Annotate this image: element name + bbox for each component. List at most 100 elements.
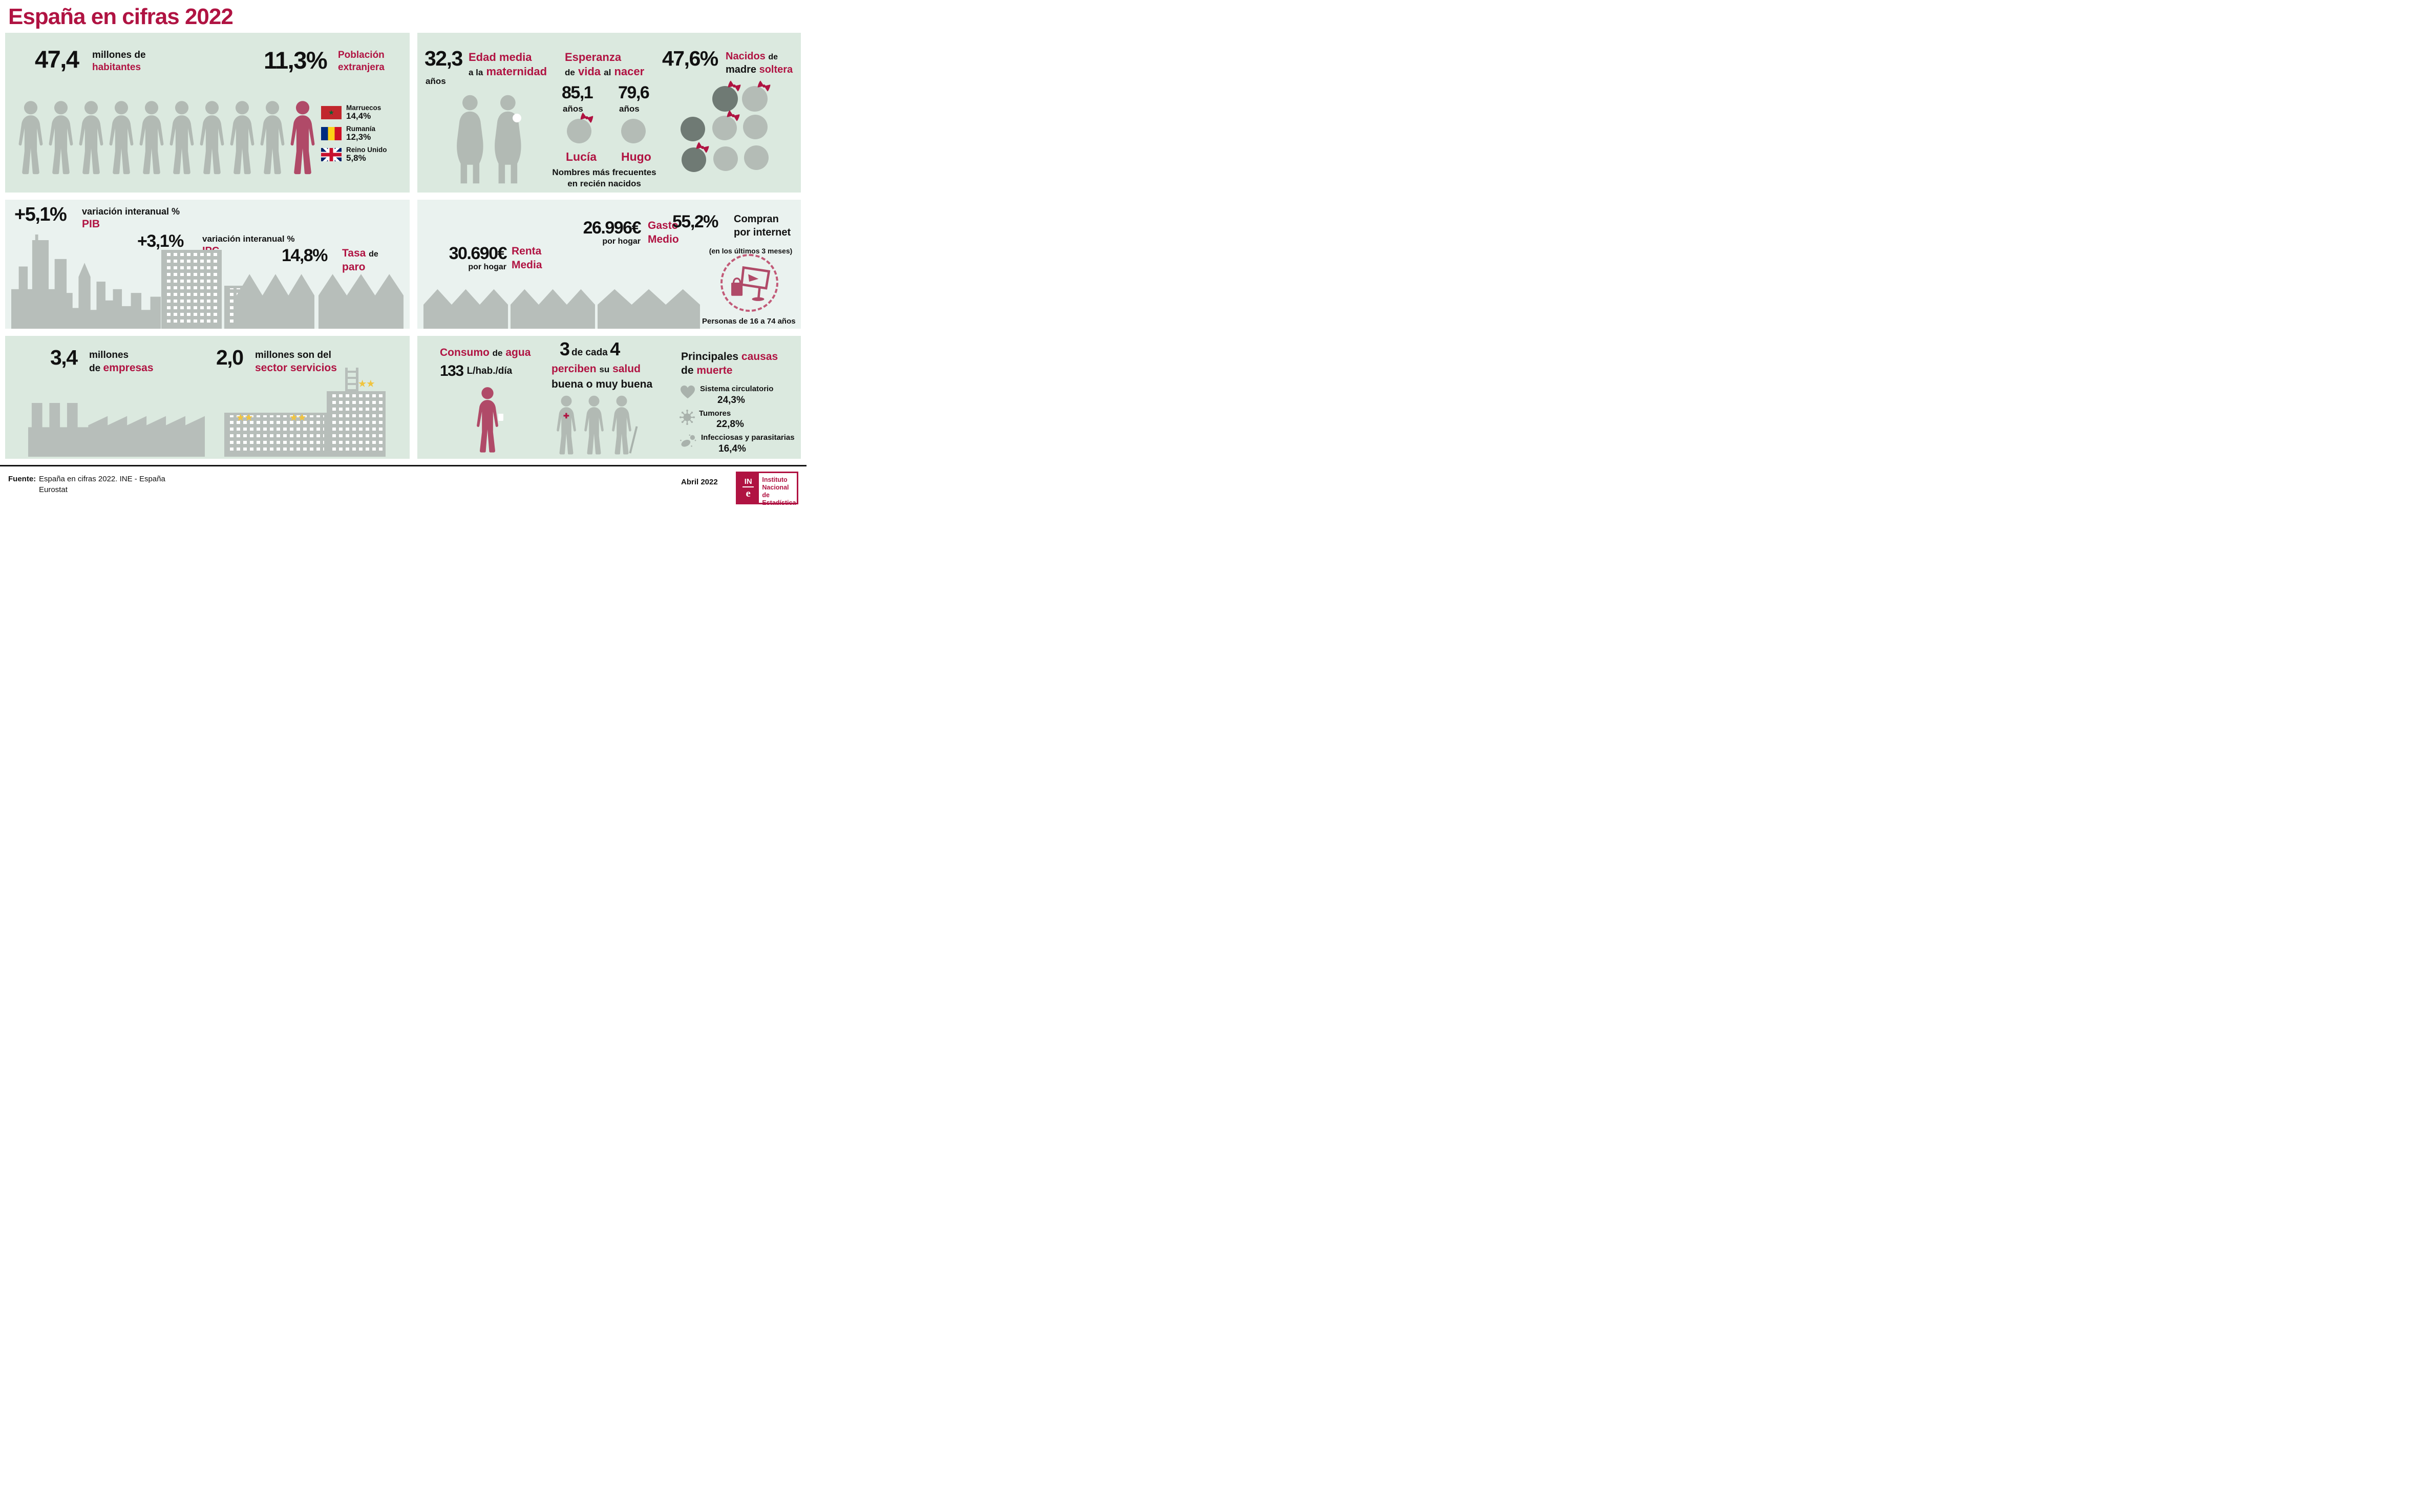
life-expectancy-heading: Esperanza de vida al nacer (565, 51, 645, 78)
internet-label: Compran por internet (734, 214, 791, 238)
baby-face-icon (712, 86, 738, 112)
panel-health: Consumo de agua 133 L/hab./día 3 de cada… (417, 336, 801, 459)
foreign-countries-legend: ★ Marruecos 14,4% Rumanía 12,3% Reino Un… (321, 104, 387, 167)
renta-sub: por hogar (468, 263, 506, 271)
frequent-names-note: Nombres más frecuentes en recién nacidos (552, 167, 656, 188)
gasto-label: Gasto Medio (648, 220, 679, 245)
cause-value: 22,8% (716, 419, 744, 430)
inhabitants-label: millones de habitantes (92, 50, 146, 73)
country-value: 12,3% (346, 132, 371, 142)
babies-cluster (673, 86, 776, 178)
person-icon (228, 93, 257, 184)
country-value: 5,8% (346, 153, 366, 163)
heart-icon (681, 385, 695, 399)
single-mother-value: 47,6% (662, 47, 718, 70)
foreign-person-icon (288, 93, 317, 184)
country-name: Reino Unido (346, 146, 387, 154)
ine-logo-mark: IN e (737, 473, 759, 503)
health-figures: ✚ (555, 395, 638, 459)
water-glass-icon (498, 414, 503, 421)
baby-face-icon (742, 86, 768, 112)
cause-row: Sistema circulatorio 24,3% (680, 385, 795, 406)
renta-stat: 30.690€ por hogar (423, 244, 507, 272)
panel-economy: +5,1% variación interanual % PIB +3,1% v… (5, 200, 410, 329)
uk-flag-icon (321, 148, 342, 162)
health-perception-line3: buena o muy buena (551, 378, 653, 390)
elderly-person-with-cane-icon (610, 395, 638, 459)
health-perception-values: 3 de cada 4 (560, 338, 620, 359)
internet-value: 55,2% (672, 212, 718, 231)
internet-footnote: Personas de 16 a 74 años (702, 317, 796, 326)
houses-icon (423, 289, 508, 329)
morocco-flag-icon: ★ (321, 106, 342, 119)
cause-row: Tumores 22,8% (680, 409, 795, 431)
country-row: ★ Marruecos 14,4% (321, 104, 387, 121)
page-header: España en cifras 2022 (0, 0, 807, 33)
cause-name: Infecciosas y parasitarias (701, 433, 795, 442)
hotel-stars-icon: ★★ (290, 413, 307, 422)
ine-logo-text: Instituto Nacional de Estadística (762, 476, 796, 506)
inhabitants-value: 47,4 (35, 46, 79, 73)
baby-face-icon (682, 147, 706, 172)
tower-building-icon (327, 391, 386, 457)
morocco-star-icon: ★ (328, 109, 334, 116)
baby-girl-face-icon (567, 119, 591, 143)
panel-business: 3,4 millones de empresas 2,0 millones so… (5, 336, 410, 459)
person-icon (47, 93, 75, 184)
online-shopping-icon (720, 254, 778, 312)
romania-flag-icon (321, 127, 342, 141)
country-row: Reino Unido 5,8% (321, 146, 387, 163)
life-expectancy-male-value: 79,6 (618, 83, 650, 102)
unemployment-label: Tasa de paro (342, 247, 378, 273)
renta-label: Renta Media (512, 245, 542, 271)
houses-icon (511, 289, 595, 329)
renta-value: 30.690€ (449, 244, 507, 263)
water-heading: Consumo de agua (440, 347, 531, 358)
baby-icon (513, 114, 521, 122)
country-row: Rumanía 12,3% (321, 125, 387, 142)
single-mother-label: Nacidos de madre soltera (726, 51, 793, 75)
person-icon (167, 93, 196, 184)
country-value: 14,4% (346, 111, 371, 121)
publication-date: Abril 2022 (681, 478, 718, 486)
elderly-person-icon (582, 395, 606, 457)
foreign-population-value: 11,3% (264, 47, 328, 74)
baby-face-icon (713, 146, 738, 171)
maternity-age-unit: años (426, 76, 446, 86)
virus-icon (680, 409, 695, 425)
person-icon (258, 93, 287, 184)
person-icon (137, 93, 166, 184)
panel-demography: 32,3 años Edad media a la maternidad Esp… (417, 33, 801, 193)
baby-face-icon (681, 117, 705, 141)
baby-face-icon (712, 116, 737, 140)
unemployment-value: 14,8% (282, 246, 328, 265)
pib-value: +5,1% (14, 204, 67, 225)
panel-household: 30.690€ por hogar Renta Media 26.996€ po… (417, 200, 801, 329)
ine-logo: IN e Instituto Nacional de Estadística (736, 472, 798, 506)
gasto-value: 26.996€ (583, 218, 642, 238)
doctor-icon: ✚ (555, 395, 578, 459)
gasto-sub: por hogar (602, 237, 641, 246)
tower-antenna-icon (345, 368, 358, 391)
mother-with-baby-icon (488, 93, 529, 192)
tower-stars-icon: ★★ (358, 379, 375, 389)
panel-population: 47,4 millones de habitantes 11,3% Poblac… (5, 33, 410, 193)
population-pictogram (16, 93, 317, 184)
page-title: España en cifras 2022 (8, 4, 234, 29)
hotel-building-icon (224, 413, 327, 457)
source-line2: Eurostat (39, 485, 68, 494)
death-causes-heading: Principales causas de muerte (681, 351, 778, 376)
factory-icon (28, 403, 205, 457)
country-name: Rumanía (346, 125, 376, 133)
person-icon (77, 93, 105, 184)
water-stat: 133 L/hab./día (440, 364, 512, 379)
companies-value: 3,4 (50, 346, 78, 369)
water-value: 133 (440, 363, 464, 379)
houses-icon (237, 274, 314, 329)
baby-face-icon (744, 145, 769, 170)
medical-cross-icon: ✚ (563, 412, 569, 420)
person-icon (107, 93, 136, 184)
source-label: Fuente: (8, 475, 36, 483)
death-causes-list: Sistema circulatorio 24,3% Tumo (680, 385, 795, 458)
cause-value: 24,3% (717, 394, 745, 406)
